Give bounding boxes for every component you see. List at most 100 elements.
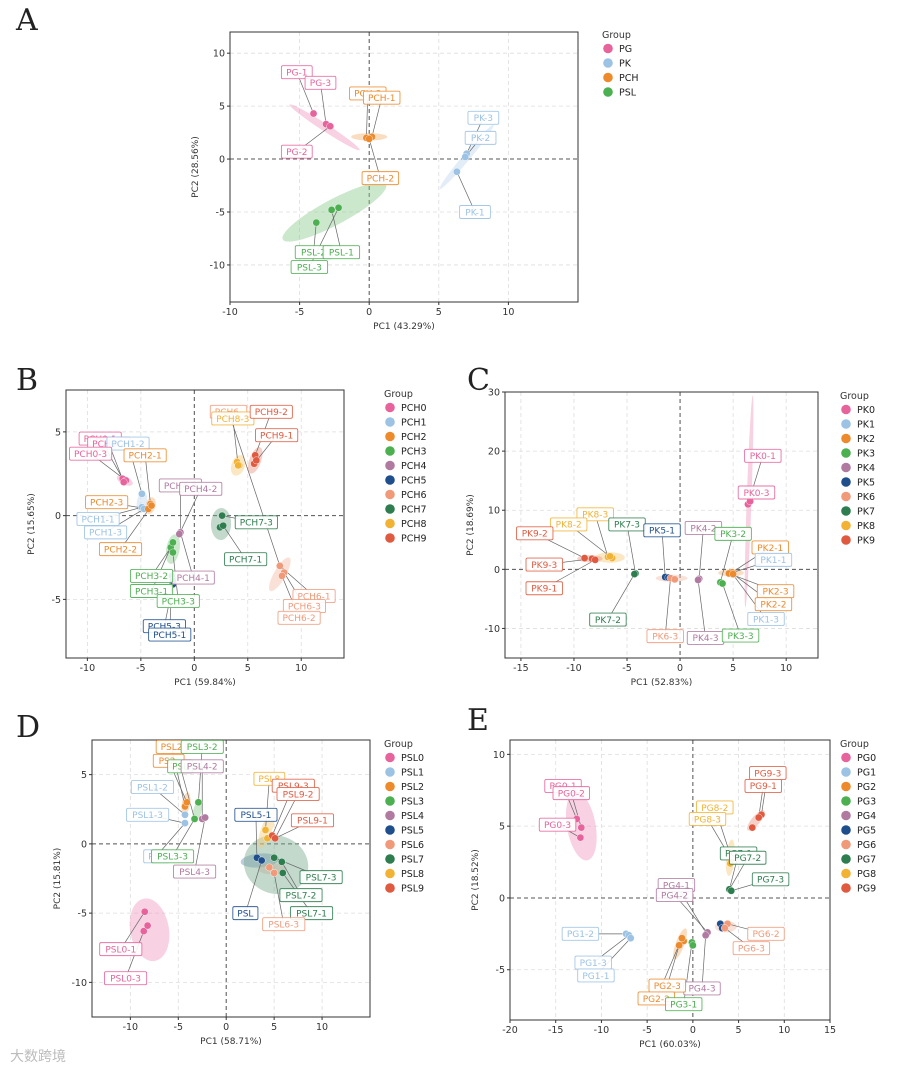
point-label-text: PSL9-2 <box>283 790 314 800</box>
tick-label-y: 10 <box>493 750 505 761</box>
legend-swatch <box>385 810 395 821</box>
point-label-box <box>665 997 703 1012</box>
point-label-box <box>747 612 785 626</box>
point-label-text: PK9-1 <box>531 585 557 595</box>
point-label-box <box>234 515 278 530</box>
point-pg0-2 <box>577 823 586 832</box>
leader-line <box>722 583 741 636</box>
point-label-box <box>729 850 767 865</box>
point-psl6-3 <box>270 869 278 877</box>
point-pch9-3 <box>252 456 261 465</box>
point-pk4-3 <box>694 576 702 584</box>
legend-label: PK4 <box>857 463 875 474</box>
point-label-text: PG7-3 <box>757 876 784 886</box>
legend-swatch <box>385 781 395 792</box>
tick-label-y: 5 <box>81 770 87 781</box>
plot-frame <box>65 389 345 659</box>
point-pg6-3 <box>721 924 729 932</box>
legend-label: PSL2 <box>401 782 424 793</box>
tick-label-x: -20 <box>502 1025 518 1036</box>
point-label-box <box>688 812 727 826</box>
point-label-text: PG8-3 <box>694 815 721 825</box>
point-label-text: PG3-1 <box>670 1001 697 1011</box>
legend-label: PG2 <box>857 782 876 793</box>
legend-label: PCH3 <box>401 447 427 458</box>
leader-line <box>179 766 195 820</box>
leader-line <box>180 532 194 578</box>
point-label-text: PSL-3 <box>297 263 322 273</box>
legend-swatch <box>841 506 851 516</box>
point-pk3-3 <box>718 579 727 588</box>
point-label-text: PG-3 <box>310 79 331 89</box>
panel-c: C -15 -10 -5 0 5 10 -10 0 10 20 30 PC1 (52.83%) PC2 (… <box>466 363 875 688</box>
point-label-text: PSL1-3 <box>132 811 163 821</box>
leader-line <box>144 455 151 504</box>
plot-area: PG-1PG-3PG-2PK-3PK-2PK-1PCH-3PCH-1PCH-2P… <box>280 65 500 275</box>
point-label-text: PK-3 <box>474 114 493 124</box>
tick-label-x: -10 <box>80 663 96 674</box>
panel-letter: D <box>16 710 40 745</box>
point-label-text: PK0-1 <box>750 452 776 462</box>
point-label-box <box>123 448 167 463</box>
legend-title: Group <box>602 30 631 41</box>
legend-swatch <box>385 854 395 864</box>
point-label-box <box>276 787 320 801</box>
leader-line <box>232 418 239 466</box>
x-axis-title: PC1 (43.29%) <box>373 322 435 332</box>
tick-label-y: -5 <box>216 208 225 219</box>
point-label-box <box>180 740 224 754</box>
point-label-text: PCH8-3 <box>216 415 249 425</box>
point-pk-1 <box>453 167 461 176</box>
point-label-text: PG9-3 <box>754 769 781 779</box>
x-axis-title: PC1 (60.03%) <box>639 1040 701 1050</box>
legend-swatch <box>385 752 395 763</box>
point-label-box <box>180 759 224 774</box>
legend-label: PK1 <box>857 420 875 431</box>
ellipse-pg9 <box>747 810 765 831</box>
x-axis-title: PC1 (52.83%) <box>631 678 693 688</box>
point-label-box <box>516 526 554 541</box>
legend-label: PG4 <box>857 811 876 822</box>
leader-line <box>697 579 706 638</box>
point-label-text: PK1-3 <box>753 615 779 625</box>
point-label-text: PG9-1 <box>750 782 777 792</box>
point-label-text: PK3-2 <box>720 530 746 540</box>
legend-label: PSL1 <box>401 768 424 779</box>
point-label-text: PG0-3 <box>544 821 571 831</box>
point-label-text: PCH3-2 <box>135 572 168 582</box>
point-label-box <box>289 906 334 921</box>
point-label-text: PSL4-2 <box>187 763 218 773</box>
point-pch4-2 <box>175 530 184 538</box>
point-pg3-2 <box>689 941 697 950</box>
point-label-text: PK8-3 <box>582 511 608 521</box>
point-label-box <box>279 888 323 903</box>
point-label-text: PCH7-3 <box>240 519 273 529</box>
point-label-box <box>754 597 793 612</box>
legend-swatch <box>385 796 395 806</box>
legend-title: Group <box>384 739 413 750</box>
point-label-box <box>467 110 500 125</box>
leader-line <box>274 793 299 839</box>
legend-label: PK0 <box>857 405 875 416</box>
legend-label: PG7 <box>857 855 876 866</box>
legend-swatch <box>603 87 613 97</box>
point-label-text: PK8-2 <box>556 521 582 531</box>
point-label-box <box>747 926 785 941</box>
panel-letter: B <box>16 363 38 398</box>
tick-label-x: -10 <box>222 307 238 318</box>
point-label-box <box>577 968 615 983</box>
point-label-text: PCH2-3 <box>90 499 123 509</box>
legend-label: PCH7 <box>401 505 427 516</box>
legend-swatch <box>841 868 851 879</box>
point-label-text: PSL7-1 <box>296 909 327 919</box>
tick-label-y: -10 <box>484 624 500 635</box>
point-label-text: PG2-2 <box>643 995 670 1005</box>
point-label-text: PK1-1 <box>760 556 786 566</box>
point-label-box <box>525 557 563 572</box>
point-label-text: PK6-3 <box>652 632 678 642</box>
legend-label: PG8 <box>857 869 876 880</box>
point-psl8-1 <box>261 826 270 834</box>
point-label-text: PCH5-3 <box>148 622 181 632</box>
legend-swatch <box>385 402 395 413</box>
